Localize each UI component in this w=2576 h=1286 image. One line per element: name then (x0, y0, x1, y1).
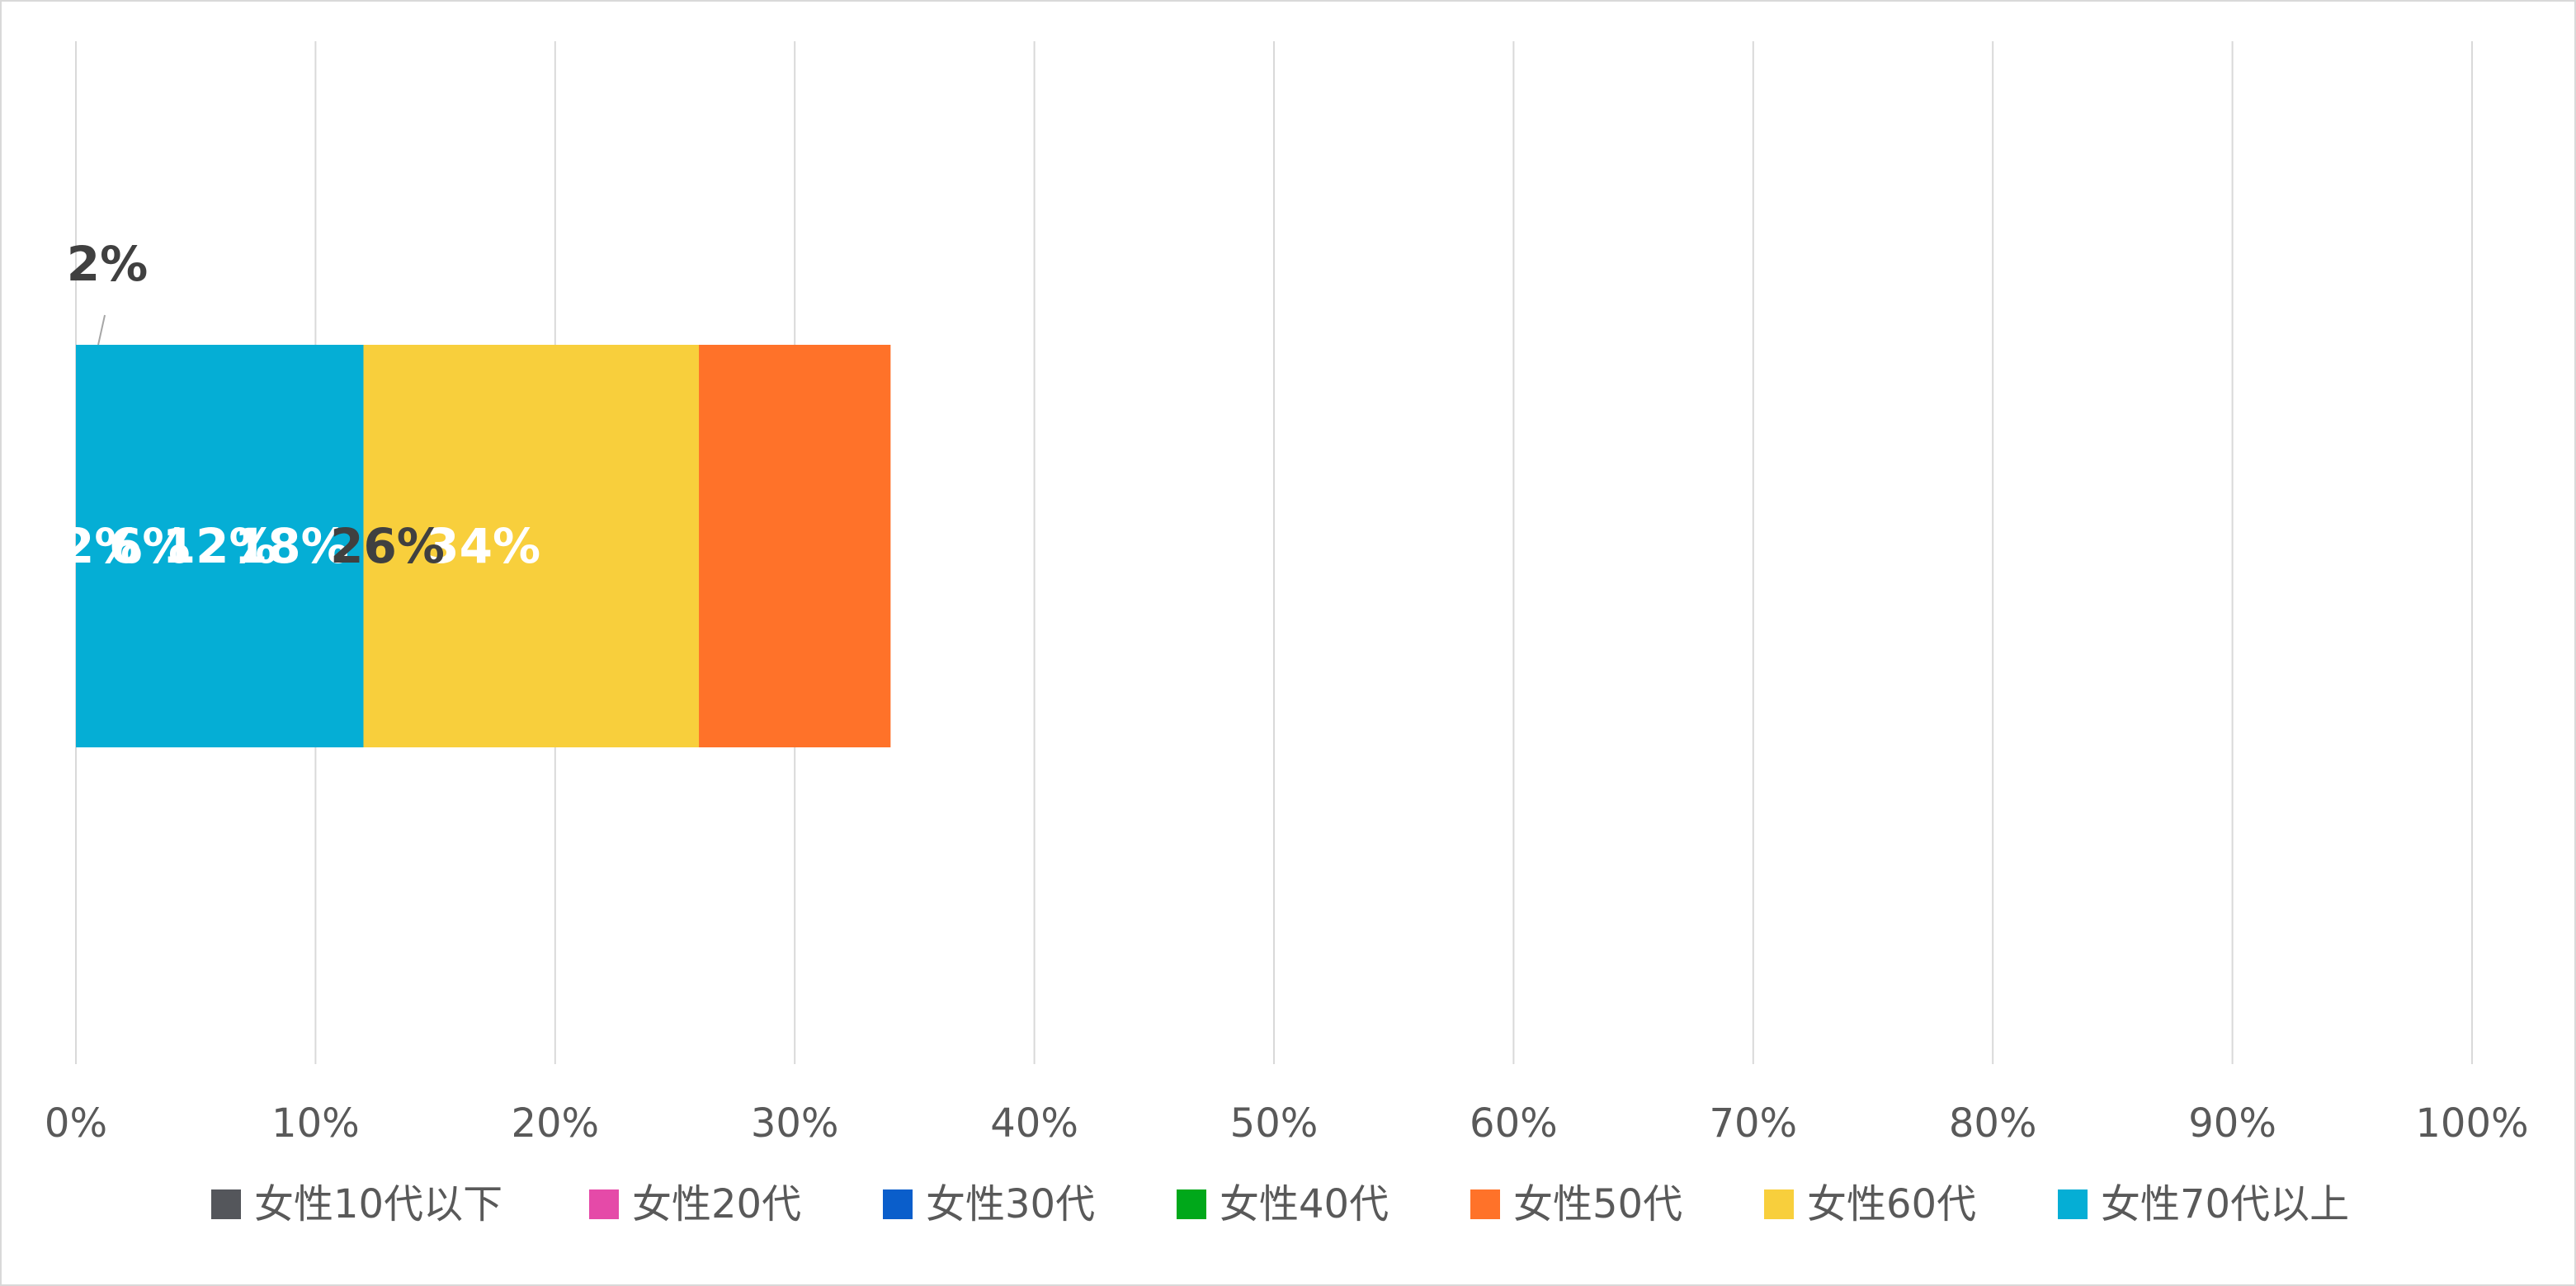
x-tick-label: 30% (751, 1100, 839, 1147)
data-labels: 2%2%6% 18% 34%26%12% (61, 236, 540, 574)
legend-swatch (1177, 1189, 1206, 1219)
data-label: 2% (61, 518, 142, 574)
data-label: 26% (330, 518, 445, 574)
x-tick-label: 40% (990, 1100, 1078, 1147)
bar-segment (76, 345, 364, 747)
leader-line (97, 314, 106, 346)
x-tick-label: 90% (2188, 1100, 2276, 1147)
legend-swatch (2058, 1189, 2088, 1219)
legend-label: 女性70代以上 (2101, 1181, 2349, 1227)
data-label: 12% (163, 518, 277, 574)
bar-segments (76, 345, 891, 747)
data-label: 6% (109, 518, 190, 574)
legend: 女性10代以下 女性20代 女性30代 女性40代 女性50代 女性60代 女性70代以上 (211, 1181, 2349, 1227)
data-label: 2% (67, 236, 148, 292)
legend-swatch (1764, 1189, 1794, 1219)
legend-swatch (1470, 1189, 1500, 1219)
legend-label: 女性20代 (632, 1181, 801, 1227)
x-tick-label: 20% (511, 1100, 599, 1147)
x-tick-label: 0% (45, 1100, 107, 1147)
legend-swatch (589, 1189, 619, 1219)
x-axis-ticks: 0% 10% 20% 30% 40% 50% 60% 70% 80% 90% 100% (45, 1100, 2529, 1147)
data-label: 34% (426, 518, 540, 574)
legend-label: 女性50代 (1513, 1181, 1682, 1227)
x-tick-label: 10% (271, 1100, 360, 1147)
legend-label: 女性60代 (1807, 1181, 1976, 1227)
x-tick-label: 80% (1949, 1100, 2037, 1147)
x-tick-label: 70% (1709, 1100, 1797, 1147)
x-tick-label: 50% (1230, 1100, 1319, 1147)
legend-label: 女性10代以下 (254, 1181, 502, 1227)
legend-swatch (211, 1189, 241, 1219)
legend-label: 女性40代 (1220, 1181, 1389, 1227)
data-label: 18% (234, 518, 349, 574)
x-tick-label: 100% (2415, 1100, 2528, 1147)
grid-lines (75, 41, 2473, 1064)
legend-label: 女性30代 (926, 1181, 1095, 1227)
legend-swatch (883, 1189, 913, 1219)
x-tick-label: 60% (1470, 1100, 1558, 1147)
